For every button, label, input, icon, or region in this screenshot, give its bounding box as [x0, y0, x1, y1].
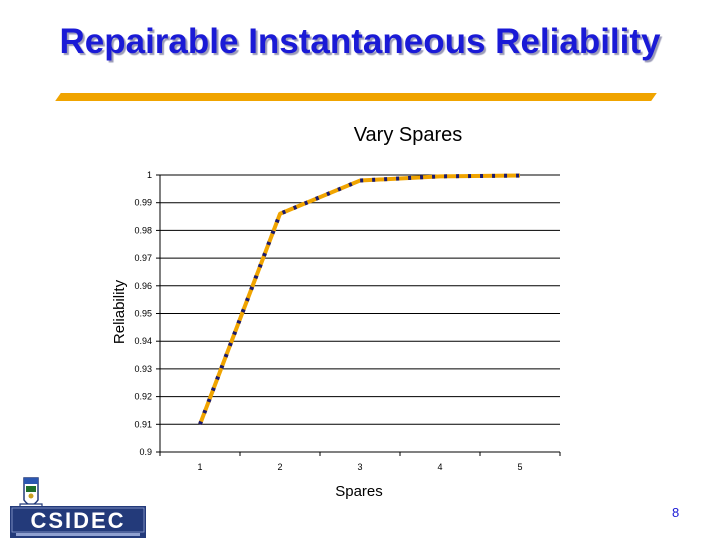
gridlines	[160, 174, 560, 453]
series-line-dash	[198, 173, 521, 426]
x-tick-label: 2	[277, 462, 282, 472]
y-tick-label: 0.96	[134, 281, 152, 291]
page-number: 8	[672, 505, 680, 520]
series-line	[198, 173, 521, 426]
series-lines	[198, 173, 521, 426]
chart-title: Vary Spares	[354, 124, 463, 146]
y-axis-label: Reliability	[111, 279, 128, 344]
logo-wordmark: CSIDEC	[30, 508, 125, 533]
y-tick-label: 0.95	[134, 309, 152, 319]
y-tick-label: 0.97	[134, 253, 152, 263]
y-tick-label: 0.92	[134, 392, 152, 402]
x-tick-label: 4	[437, 462, 442, 472]
y-tick-label: 0.94	[134, 336, 152, 346]
x-tick-label: 1	[197, 462, 202, 472]
x-axis-label: Spares	[335, 483, 383, 500]
x-tick-label: 5	[517, 462, 522, 472]
y-tick-label: 0.99	[134, 198, 152, 208]
x-tick-label: 3	[357, 462, 362, 472]
tick-labels: 0.9 0.91 0.92 0.93 0.94 0.95 0.96 0.97 0.98 0.99 1…	[134, 170, 522, 472]
y-tick-label: 0.93	[134, 364, 152, 374]
axes	[156, 174, 561, 456]
slide-title: Repairable Instantaneous Reliability	[59, 22, 661, 61]
csidec-logo: CSIDEC	[10, 477, 146, 538]
y-tick-label: 0.98	[134, 225, 152, 235]
y-tick-label: 0.9	[139, 447, 152, 457]
y-tick-label: 0.91	[134, 419, 152, 429]
y-tick-label: 1	[147, 170, 152, 180]
